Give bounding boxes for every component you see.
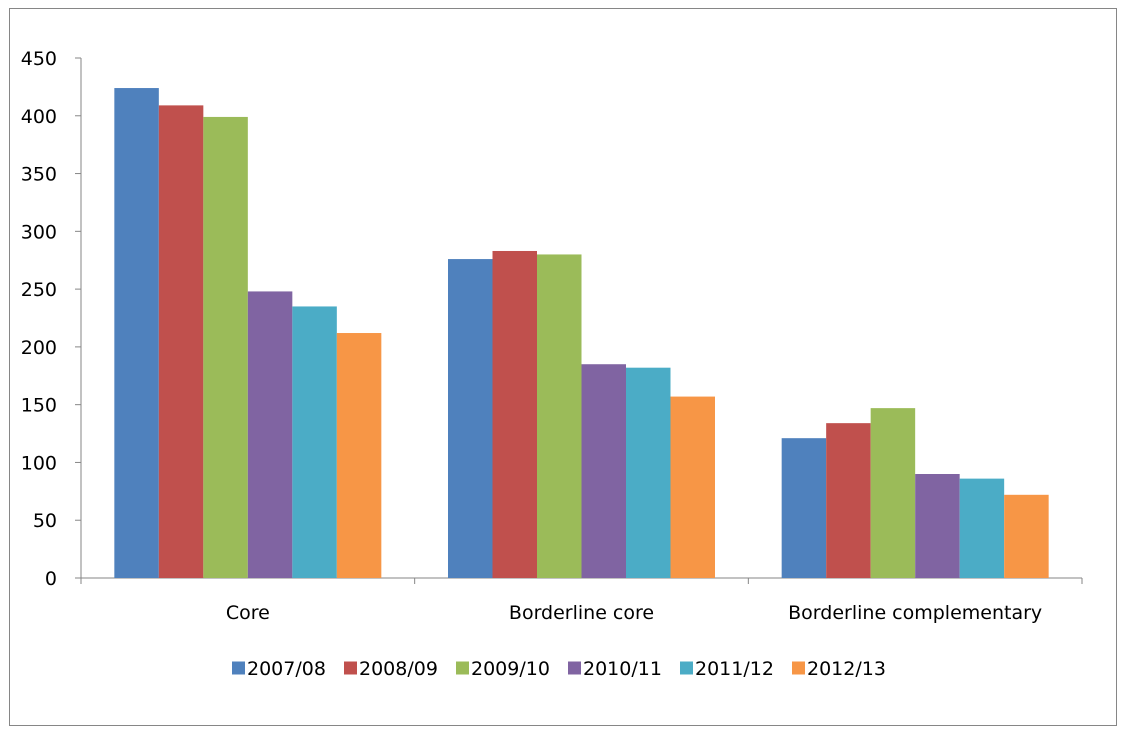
bar-2007-08-borderline-core (448, 259, 493, 578)
bar-2011-12-borderline-core (626, 367, 671, 578)
y-tick-label: 200 (21, 337, 57, 359)
x-category-label: Core (226, 602, 270, 624)
y-tick-label: 100 (21, 452, 57, 474)
bar-2009-10-borderline-complementary (870, 408, 916, 578)
legend-item: 2012/13 (792, 658, 886, 680)
legend-label: 2009/10 (471, 658, 550, 680)
legend-label: 2010/11 (583, 658, 662, 680)
bar-2012-13-borderline-core (670, 396, 715, 578)
legend-item: 2007/08 (232, 658, 326, 680)
bar-2007-08-core (114, 88, 159, 579)
legend-item: 2008/09 (344, 658, 438, 680)
legend-item: 2010/11 (568, 658, 662, 680)
x-category-label: Borderline complementary (788, 602, 1042, 624)
y-tick-label: 0 (45, 568, 57, 590)
y-tick-label: 250 (21, 279, 57, 301)
bar-2012-13-core (336, 333, 382, 578)
legend-item: 2011/12 (680, 658, 774, 680)
bar-2011-12-borderline-complementary (959, 478, 1005, 578)
bar-2010-11-borderline-core (581, 364, 626, 578)
legend-swatch (792, 661, 805, 675)
bar-2009-10-borderline-core (537, 254, 582, 578)
legend-item: 2009/10 (456, 658, 550, 680)
bar-2011-12-core (292, 306, 337, 578)
legend-label: 2007/08 (247, 658, 326, 680)
y-axis: 0 50 100 150 200 250 300 350 400 450 (21, 48, 82, 590)
y-tick-label: 150 (21, 395, 57, 417)
bar-2007-08-borderline-complementary (781, 438, 827, 578)
legend-swatch (568, 661, 581, 675)
bar-2012-13-borderline-complementary (1004, 494, 1049, 578)
y-tick-label: 50 (33, 510, 57, 532)
x-category-label: Borderline core (509, 602, 654, 624)
legend-label: 2011/12 (695, 658, 774, 680)
legend-swatch (232, 661, 245, 675)
legend-swatch (456, 661, 469, 675)
bar-2008-09-core (158, 105, 204, 578)
y-tick-label: 450 (21, 48, 57, 70)
y-tick-label: 300 (21, 221, 57, 243)
legend: 2007/08 2008/09 2009/10 2010/11 2011/12 2012/… (232, 658, 886, 680)
bar-2010-11-core (247, 291, 293, 578)
y-tick-label: 400 (21, 106, 57, 128)
x-axis: Core Borderline core Borderline complement… (80, 577, 1083, 624)
y-tick-label: 350 (21, 164, 57, 186)
bar-2008-09-borderline-complementary (826, 423, 871, 578)
legend-label: 2008/09 (359, 658, 438, 680)
bar-2009-10-core (203, 116, 248, 578)
bar-2010-11-borderline-complementary (915, 474, 960, 578)
legend-label: 2012/13 (807, 658, 886, 680)
bar-2008-09-borderline-core (492, 250, 537, 578)
bars (114, 88, 1049, 579)
legend-swatch (344, 661, 357, 675)
legend-swatch (680, 661, 693, 675)
